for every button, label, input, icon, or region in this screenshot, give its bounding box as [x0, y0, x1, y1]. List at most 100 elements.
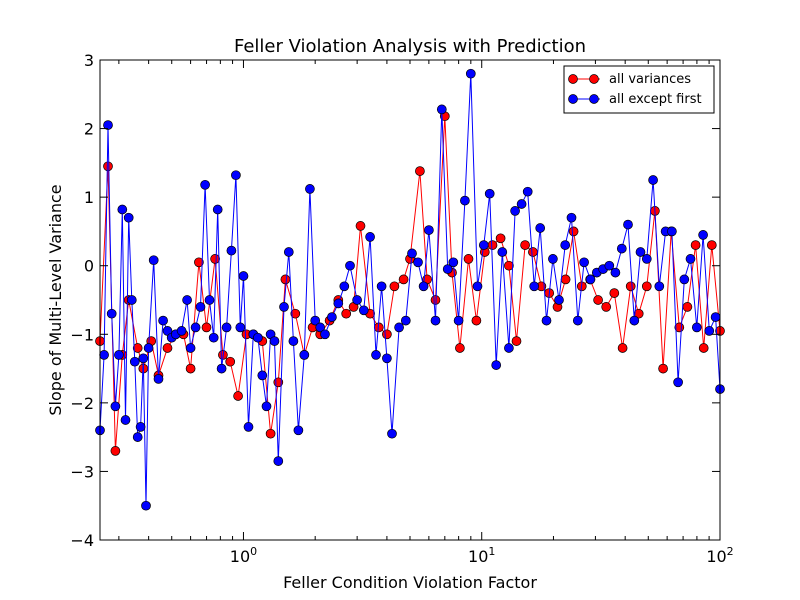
data-point: [593, 295, 603, 305]
data-point: [327, 312, 337, 322]
data-point: [471, 315, 482, 326]
data-point: [463, 254, 474, 264]
data-point: [673, 377, 683, 388]
data-point: [120, 415, 131, 425]
data-point: [690, 240, 701, 250]
data-point: [604, 260, 615, 271]
series-layer: [95, 68, 725, 511]
data-point: [299, 350, 310, 360]
data-point: [436, 104, 447, 115]
data-point: [195, 302, 206, 312]
legend-marker-all-variances: [568, 74, 578, 84]
data-point: [345, 260, 355, 271]
data-point: [358, 305, 369, 316]
data-point: [182, 295, 192, 305]
y-tick-label: 2: [84, 120, 94, 139]
data-point: [208, 332, 219, 343]
data-point: [442, 264, 453, 274]
data-point: [487, 240, 498, 250]
data-point: [261, 401, 272, 412]
data-point: [685, 254, 696, 264]
data-point: [231, 170, 241, 181]
data-point: [279, 302, 289, 312]
data-point: [389, 281, 400, 292]
data-point: [568, 226, 579, 237]
data-point: [138, 353, 149, 364]
data-point: [623, 219, 633, 230]
data-point: [455, 343, 465, 353]
data-point: [288, 336, 299, 346]
legend-label-all-variances: all variances: [609, 72, 691, 87]
data-point: [535, 223, 546, 233]
data-point: [465, 68, 476, 79]
legend: all variances all except first: [563, 65, 715, 114]
data-point: [143, 343, 154, 353]
data-point: [352, 295, 362, 305]
y-tick-label: −2: [70, 394, 94, 413]
x-axis-label: Feller Condition Violation Factor: [283, 573, 537, 592]
data-point: [398, 274, 409, 285]
data-point: [333, 298, 344, 309]
data-point: [407, 248, 417, 259]
data-point: [497, 247, 508, 257]
data-point: [341, 308, 352, 319]
data-point: [194, 257, 204, 268]
data-point: [382, 353, 392, 364]
data-point: [339, 281, 350, 292]
data-point: [641, 281, 652, 292]
data-point: [448, 257, 459, 268]
data-point: [610, 267, 621, 278]
data-point: [221, 322, 232, 333]
data-point: [238, 271, 249, 281]
data-point: [387, 428, 397, 439]
data-point: [176, 326, 187, 336]
data-point: [541, 315, 552, 326]
data-point: [511, 336, 522, 346]
data-point: [365, 232, 375, 242]
data-point: [99, 350, 109, 360]
data-point: [698, 230, 708, 240]
data-point: [269, 336, 280, 346]
data-point: [710, 312, 721, 322]
y-tick-label: −4: [70, 531, 94, 550]
data-point: [510, 206, 520, 216]
data-point: [293, 425, 304, 436]
data-point: [153, 374, 164, 384]
data-point: [400, 315, 411, 326]
data-point: [129, 356, 140, 367]
data-point: [253, 332, 263, 343]
data-point: [548, 254, 558, 264]
data-point: [560, 274, 571, 285]
legend-marker-all-variances: [589, 74, 599, 84]
data-point: [609, 288, 620, 298]
data-point: [106, 308, 117, 319]
data-point: [132, 432, 143, 442]
data-point: [135, 422, 146, 432]
plot-area: [100, 60, 720, 540]
data-point: [376, 281, 387, 292]
data-point: [280, 274, 291, 285]
legend-label-all-except-first: all except first: [609, 92, 702, 107]
legend-frame: [563, 65, 715, 114]
data-point: [629, 315, 640, 326]
data-point: [478, 240, 489, 250]
data-point: [235, 322, 246, 333]
data-point: [204, 295, 215, 305]
data-point: [679, 274, 690, 285]
data-point: [226, 245, 237, 256]
legend-marker-all-except-first: [589, 94, 599, 104]
data-point: [148, 255, 159, 266]
data-point: [290, 308, 301, 319]
y-tick-label: −1: [70, 325, 94, 344]
data-point: [200, 179, 210, 190]
y-tick-label: −3: [70, 462, 94, 481]
data-point: [110, 446, 121, 456]
data-point: [616, 243, 627, 254]
data-point: [315, 322, 326, 333]
data-point: [698, 343, 709, 353]
data-point: [110, 401, 121, 412]
legend-marker-all-except-first: [568, 94, 578, 104]
data-point: [225, 356, 236, 367]
y-tick-label: 0: [84, 257, 94, 276]
